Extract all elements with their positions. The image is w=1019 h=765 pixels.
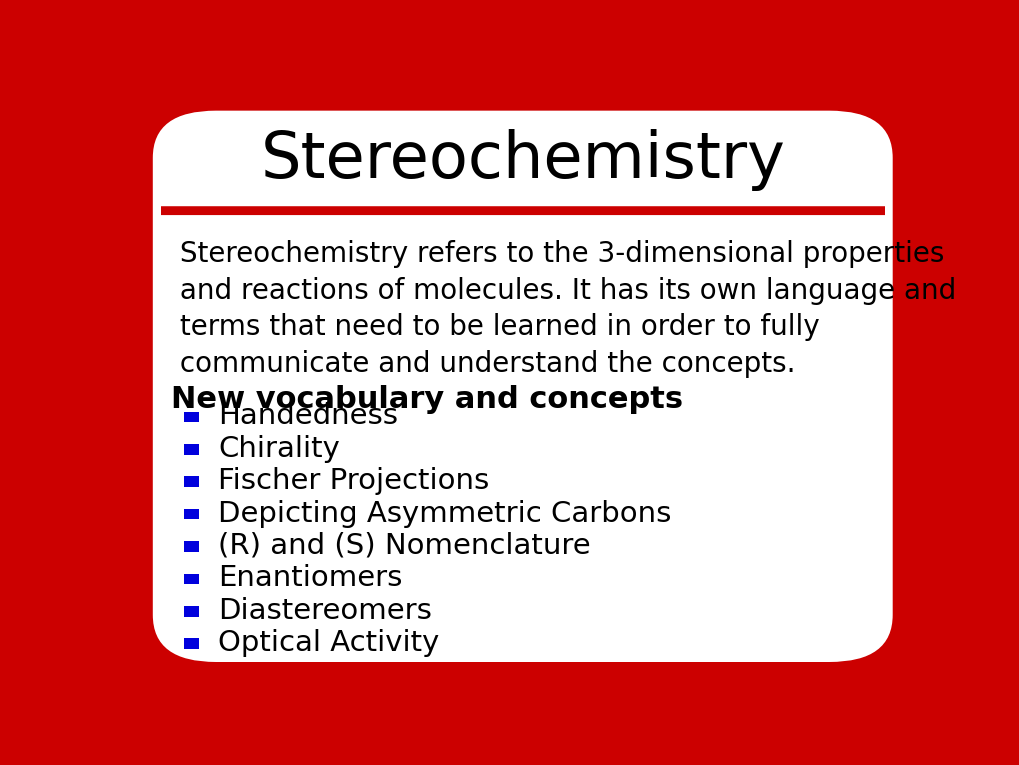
FancyBboxPatch shape [184, 639, 199, 649]
Text: communicate and understand the concepts.: communicate and understand the concepts. [171, 350, 795, 378]
FancyBboxPatch shape [184, 412, 199, 422]
FancyBboxPatch shape [184, 444, 199, 454]
Text: Diastereomers: Diastereomers [218, 597, 432, 625]
Text: Optical Activity: Optical Activity [218, 629, 439, 657]
Text: and reactions of molecules. It has its own language and: and reactions of molecules. It has its o… [171, 277, 955, 304]
Text: Chirality: Chirality [218, 435, 340, 463]
Text: Stereochemistry: Stereochemistry [260, 129, 785, 190]
Text: (R) and (S) Nomenclature: (R) and (S) Nomenclature [218, 532, 590, 560]
Text: Stereochemistry refers to the 3-dimensional properties: Stereochemistry refers to the 3-dimensio… [171, 240, 944, 269]
FancyBboxPatch shape [184, 477, 199, 487]
FancyBboxPatch shape [184, 509, 199, 519]
Text: Handedness: Handedness [218, 402, 398, 431]
Text: terms that need to be learned in order to fully: terms that need to be learned in order t… [171, 314, 819, 341]
FancyBboxPatch shape [184, 542, 199, 552]
Text: Fischer Projections: Fischer Projections [218, 467, 489, 495]
Text: Enantiomers: Enantiomers [218, 565, 403, 592]
FancyBboxPatch shape [184, 606, 199, 617]
Text: New vocabulary and concepts: New vocabulary and concepts [171, 385, 683, 414]
FancyBboxPatch shape [153, 111, 892, 662]
FancyBboxPatch shape [184, 574, 199, 584]
Text: Depicting Asymmetric Carbons: Depicting Asymmetric Carbons [218, 500, 672, 528]
